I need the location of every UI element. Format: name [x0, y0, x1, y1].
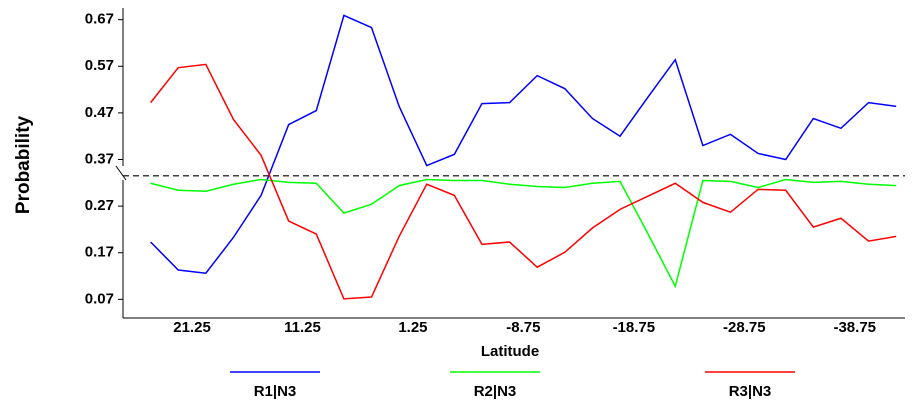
- y-axis-title: Probability: [13, 115, 34, 214]
- y-tick-label: 0.37: [85, 150, 114, 167]
- y-tick-label: 0.57: [85, 57, 114, 74]
- y-tick-label: 0.27: [85, 197, 114, 214]
- y-tick-label: 0.07: [85, 290, 114, 307]
- axis-break: [115, 165, 127, 181]
- legend-label: R2|N3: [474, 383, 517, 400]
- x-tick-label: 11.25: [284, 319, 321, 336]
- series-line: [150, 14, 897, 275]
- series-line: [150, 178, 897, 289]
- x-tick-label: -8.75: [506, 319, 540, 336]
- y-tick-label: 0.47: [85, 104, 114, 121]
- x-axis-title: Latitude: [481, 343, 539, 360]
- x-tick-label: 1.25: [398, 319, 427, 336]
- y-tick-label: 0.17: [85, 244, 114, 261]
- x-tick-label: 21.25: [173, 319, 211, 336]
- series-line: [150, 63, 897, 300]
- legend-label: R3|N3: [729, 383, 772, 400]
- x-tick-label: -38.75: [833, 319, 876, 336]
- x-tick-label: -28.75: [723, 319, 766, 336]
- y-tick-label: 0.67: [85, 11, 114, 28]
- legend-label: R1|N3: [254, 383, 297, 400]
- x-tick-label: -18.75: [613, 319, 656, 336]
